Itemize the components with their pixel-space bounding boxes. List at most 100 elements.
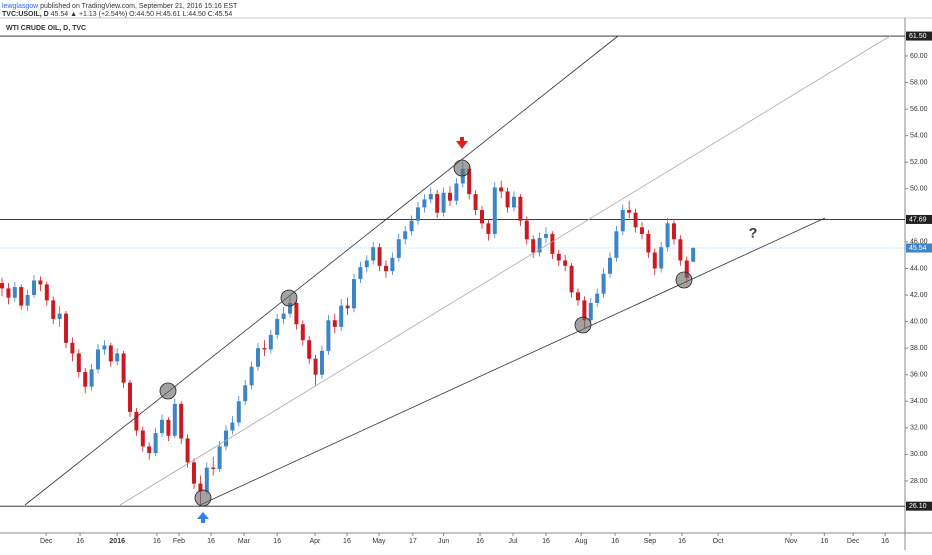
candle-body [160,419,165,434]
y-tick-label: 54.00 [910,133,928,140]
y-tick-label: 40.00 [910,318,928,325]
candle-body [108,345,113,362]
drawings [24,35,891,523]
candle-body [19,287,24,306]
candle-body [537,237,542,253]
touch-circle [675,271,693,289]
last-price-bg [906,243,932,253]
candle-body [166,419,171,436]
y-tick-label: 56.00 [910,106,928,113]
candle-body [128,382,133,412]
candle-body [659,247,664,269]
x-tick-label: Apr [310,538,322,545]
candle-body [76,353,81,373]
x-tick-label: Mar [238,538,251,545]
candle-body [6,288,11,298]
candle-body [454,183,459,201]
candle-body [691,248,696,262]
channel-upper [24,35,619,506]
candle-body [57,313,62,319]
candle-body [153,433,158,454]
candle-body [441,192,446,213]
x-tick-label: Nov [785,538,798,545]
x-tick-label: 16 [820,538,828,545]
candle-body [275,318,280,335]
symbol: TVC:USOIL, D [2,11,49,18]
candle-body [332,320,337,327]
candle-body [326,320,331,351]
level-label: 47.69 [909,216,927,223]
x-tick-label: 2016 [109,538,125,545]
candle-body [140,430,145,447]
y-tick-label: 34.00 [910,398,928,405]
y-tick-label: 58.00 [910,79,928,86]
candle-body [633,212,638,228]
candle-body [358,267,363,280]
published: published on TradingView.com, September … [40,3,238,10]
y-tick-label: 46.00 [910,239,928,246]
candle-body [531,239,536,253]
candle-body [524,220,529,240]
candle-body [44,284,49,301]
candle-body [230,422,235,431]
candle-body [121,353,126,383]
candle-body [550,233,555,254]
header-line: lewglasgow published on TradingView.com,… [2,3,238,10]
candle-body [256,348,261,367]
candle-body [396,239,401,258]
candle-body [25,295,30,306]
candle-body [479,210,484,224]
plot: 28.00 30.00 32.00 34.00 36.00 38.00 40.00 42.00… [0,18,932,550]
candle-body [511,196,516,208]
candle-body [627,210,632,213]
channel-middle [119,35,891,506]
candle-body [505,191,510,208]
touch-circle [574,316,592,334]
x-tick-label: 16 [153,538,161,545]
candle-body [665,223,670,248]
candle-body [383,265,388,272]
candle-body [89,369,94,387]
y-tick-label: 28.00 [910,478,928,485]
y-tick-label: 44.00 [910,265,928,272]
x-tick-label: 16 [476,538,484,545]
candle-body [102,345,107,350]
candle-body [671,223,676,240]
candle-body [211,467,216,469]
candle-body [224,430,229,447]
candle-body [243,385,248,402]
candle-body [249,366,254,386]
candle-body [217,446,222,469]
level-label: 26.10 [909,503,927,510]
arrow-up [197,512,209,523]
candle-body [486,223,491,234]
candle-body [473,194,478,211]
candle-body [595,293,600,303]
x-tick-label: 16 [207,538,215,545]
candle-body [371,247,376,261]
candle-body [12,287,17,298]
candle-body [64,313,69,343]
candle-body [345,305,350,309]
quote-line: TVC:USOIL, D 45.54 ▲ +1.13 (+2.54%) O:44… [2,11,232,18]
candle-body [307,340,312,359]
level-label-bg [906,31,932,41]
candle-body [198,483,203,492]
candle-body [262,348,267,350]
x-tick-label: Dec [40,538,53,545]
candle-body [268,334,273,350]
candle-body [652,252,657,269]
candle-body [518,196,523,221]
support-line [199,217,826,506]
candle-body [351,279,356,309]
x-tick-label: May [372,538,386,545]
candle-body [115,353,120,362]
candle-body [646,233,651,253]
candle-body [601,273,606,294]
x-tick-label: 16 [881,538,889,545]
x-tick-label: 16 [678,538,686,545]
y-tick-label: 60.00 [910,53,928,60]
annotation: ? [749,225,758,241]
candle-body [499,187,504,192]
